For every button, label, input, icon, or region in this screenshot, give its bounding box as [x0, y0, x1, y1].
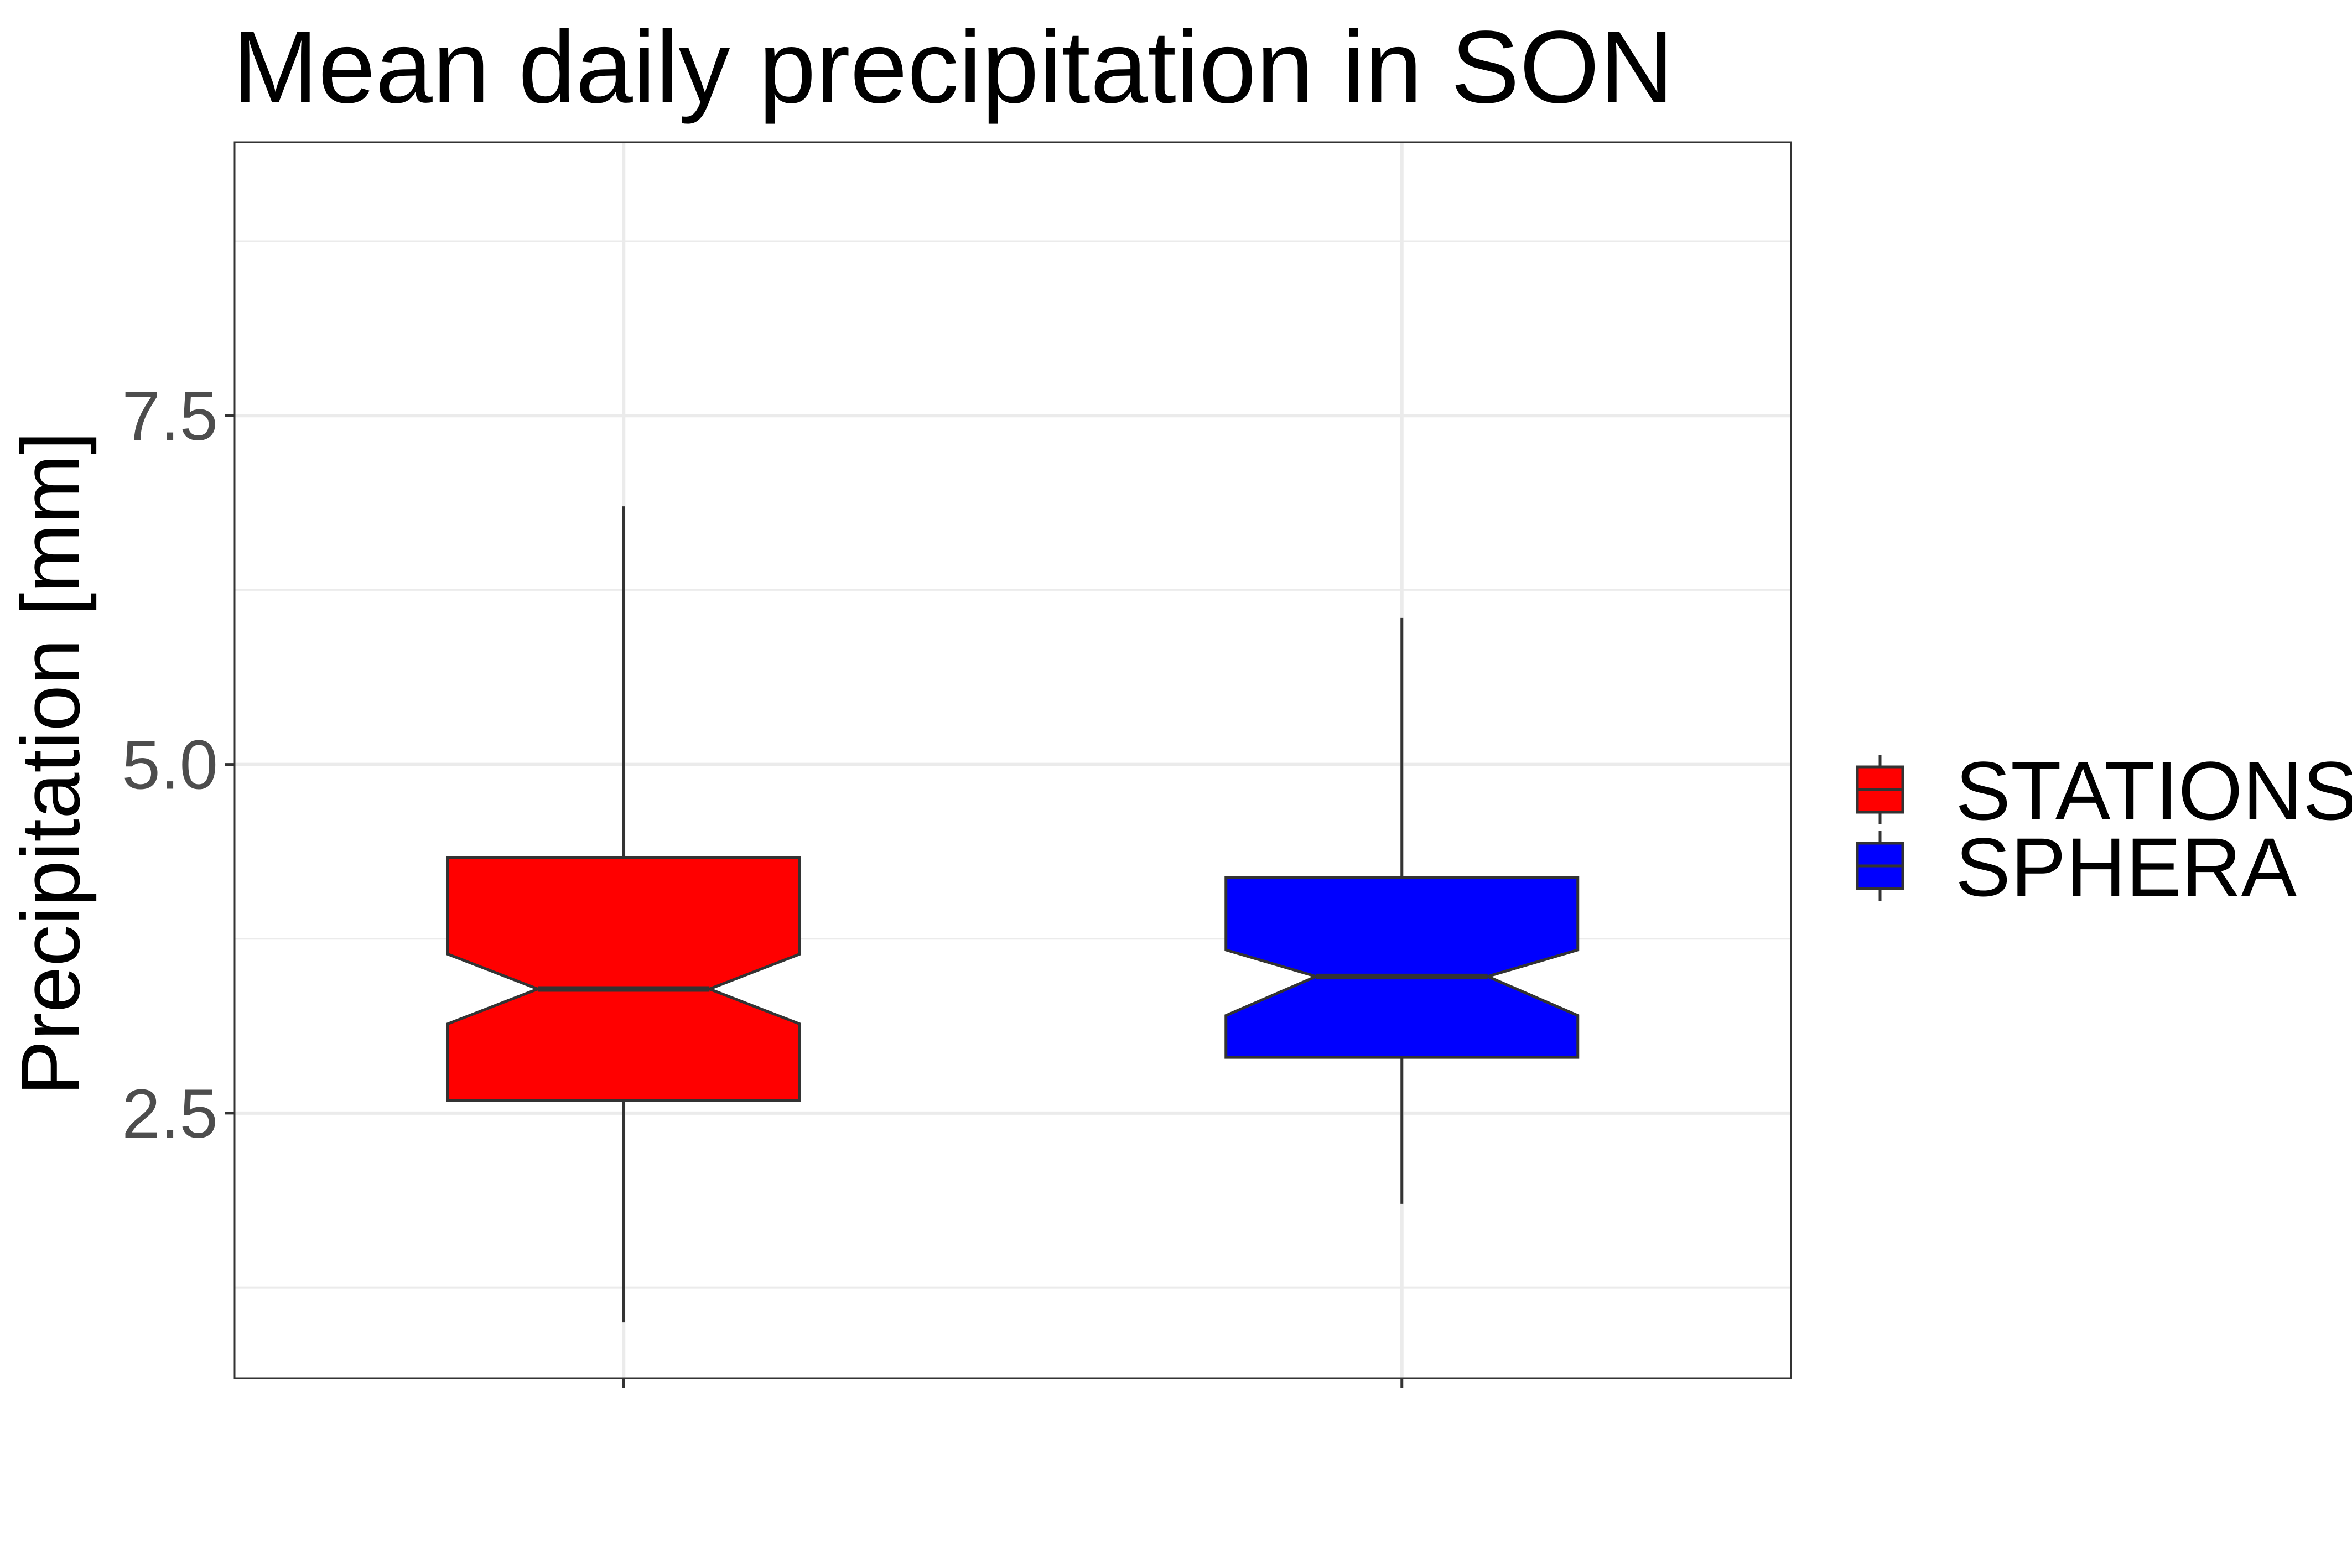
plot-panel-border: [233, 141, 1792, 1379]
legend-label: SPHERA: [1955, 821, 2297, 913]
plot-panel: [235, 142, 1791, 1378]
y-axis-title: Precipitation [mm]: [4, 432, 97, 1095]
legend-item-stations: STATIONS: [1856, 744, 2352, 837]
box-sphera: [1224, 617, 1580, 1204]
chart-title: Mean daily precipitation in SON: [232, 10, 1674, 124]
box-stations: [446, 506, 801, 1323]
legend-label: STATIONS: [1955, 744, 2352, 837]
y-tick-label: 5.0: [122, 727, 218, 804]
box-body: [1224, 876, 1580, 1059]
legend-item-sphera: SPHERA: [1856, 821, 2297, 913]
y-axis: 2.5 5.0 7.5: [122, 378, 235, 1152]
y-tick-label: 7.5: [122, 378, 218, 455]
box-body: [446, 856, 801, 1102]
x-axis: [622, 1378, 1404, 1388]
box-layer: [446, 506, 1580, 1323]
y-tick-label: 2.5: [122, 1076, 218, 1152]
